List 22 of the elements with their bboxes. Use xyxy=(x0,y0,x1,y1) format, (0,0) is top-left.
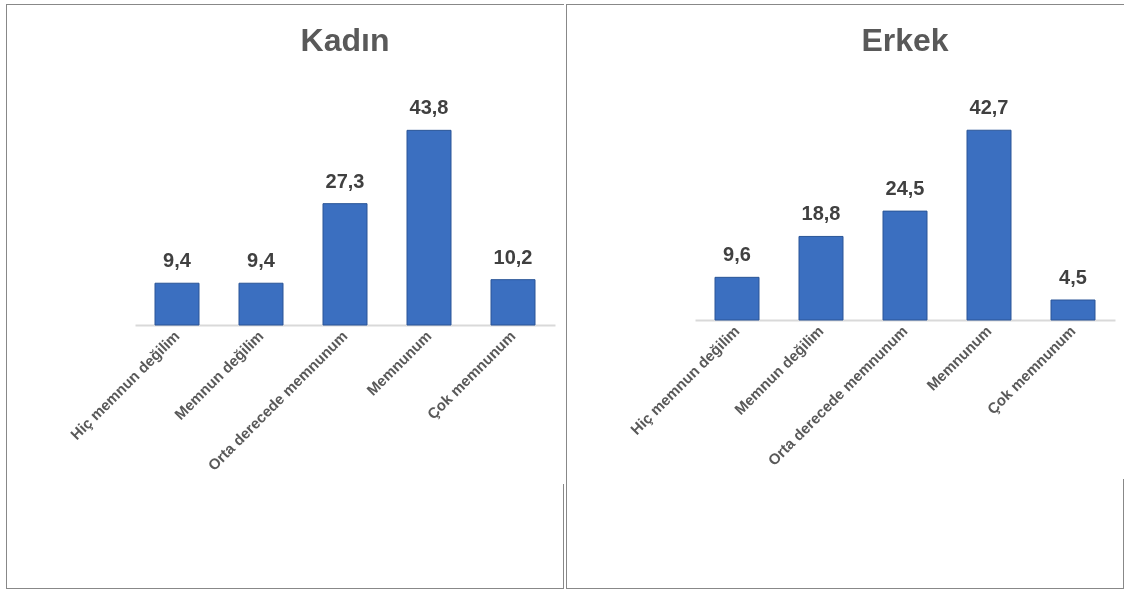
chart-title: Erkek xyxy=(861,22,949,59)
data-label: 43,8 xyxy=(409,96,449,119)
bar xyxy=(882,210,928,321)
data-label: 42,7 xyxy=(969,96,1009,119)
bar xyxy=(406,129,452,326)
data-label: 9,6 xyxy=(723,243,751,266)
data-label: 27,3 xyxy=(325,169,365,192)
bar xyxy=(238,282,284,326)
bar xyxy=(798,235,844,321)
data-label: 10,2 xyxy=(493,245,533,268)
bar xyxy=(966,129,1012,321)
data-label: 18,8 xyxy=(801,202,841,225)
data-label: 9,4 xyxy=(247,249,276,272)
data-label: 9,4 xyxy=(163,249,192,272)
bar xyxy=(714,276,760,321)
data-label: 4,5 xyxy=(1059,266,1087,288)
chart-title: Kadın xyxy=(300,22,390,59)
bar xyxy=(1050,299,1096,321)
bar xyxy=(154,282,200,326)
data-label: 24,5 xyxy=(885,177,925,200)
bar xyxy=(490,279,536,326)
bar xyxy=(322,203,368,326)
